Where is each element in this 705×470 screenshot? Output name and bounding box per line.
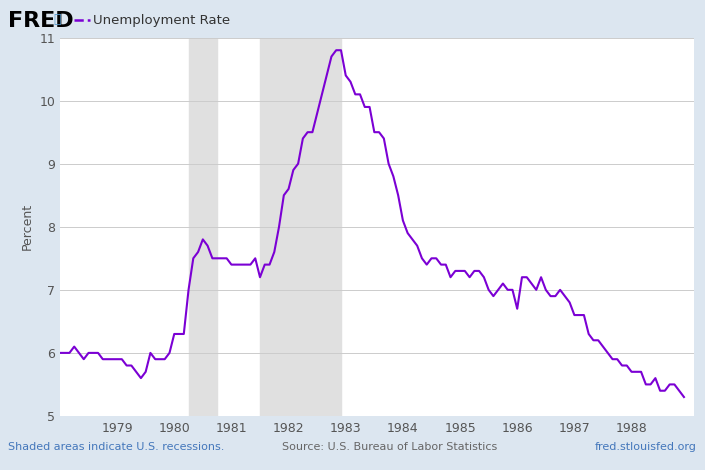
Text: Unemployment Rate: Unemployment Rate — [93, 14, 231, 27]
Text: Shaded areas indicate U.S. recessions.: Shaded areas indicate U.S. recessions. — [8, 442, 225, 453]
Y-axis label: Percent: Percent — [20, 203, 34, 251]
Bar — [260, 38, 341, 416]
Text: FRED: FRED — [8, 11, 74, 31]
Text: Source: U.S. Bureau of Labor Statistics: Source: U.S. Bureau of Labor Statistics — [282, 442, 497, 453]
Text: fred.stlouisfed.org: fred.stlouisfed.org — [594, 442, 697, 453]
Text: 📈: 📈 — [53, 13, 61, 26]
Bar — [188, 38, 217, 416]
